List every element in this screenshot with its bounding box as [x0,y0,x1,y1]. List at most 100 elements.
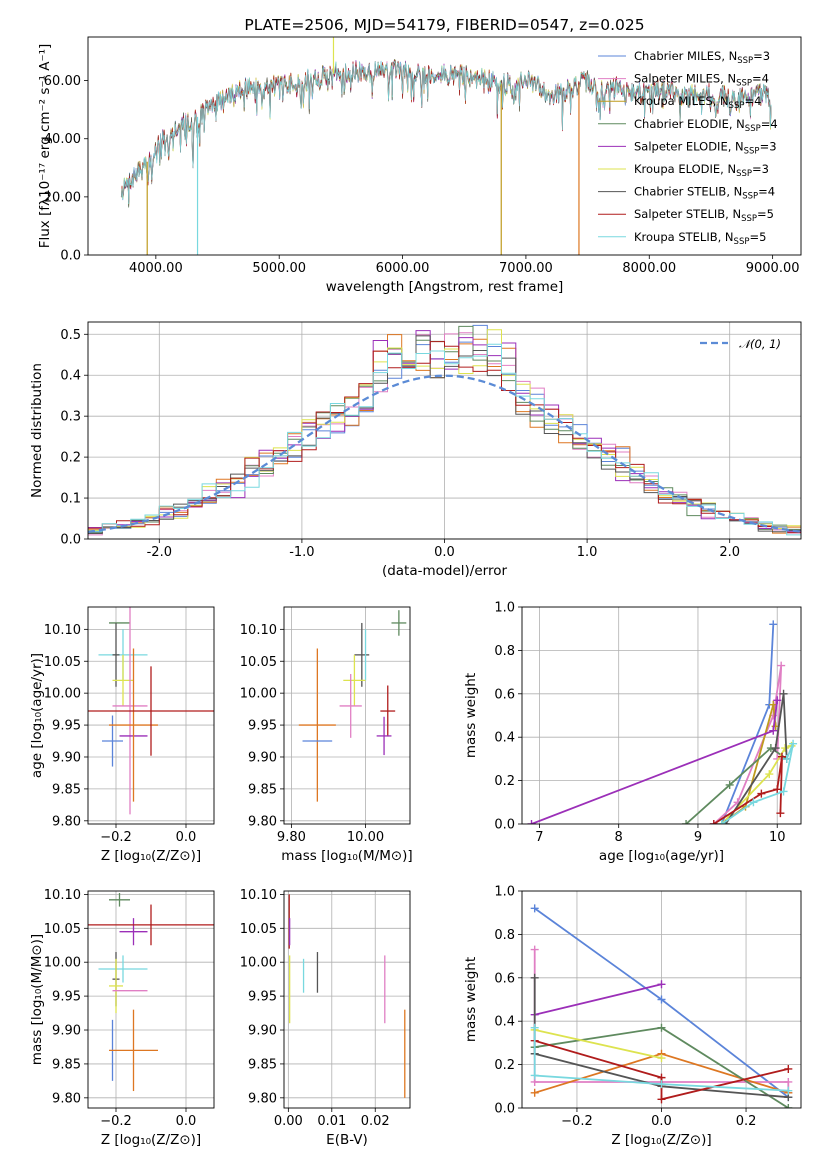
x-tick-label: 0.2 [736,1114,757,1129]
weight-line-chabrier-stelib [724,693,788,824]
weight-marker [657,995,666,1004]
x-tick-label: 0.01 [317,1114,346,1129]
weight-marker [527,820,536,824]
legend-text: Salpeter STELIB, N [634,207,741,221]
y-tick-label: 9.90 [248,1024,277,1039]
x-tick-label: 10 [769,830,786,845]
x-axis-label: Z [log₁₀(Z/Z⊙)] [611,1132,711,1148]
plot-area-weight-vs-z [522,891,801,1108]
legend-subscript: SSP [737,56,753,66]
histogram-kroupa-stelib [88,343,801,536]
weight-marker [777,752,786,761]
x-tick-label: 9000.00 [746,261,800,276]
y-tick-label: 9.80 [248,1091,277,1106]
y-axis-label: mass weight [463,673,479,758]
legend-label: 𝒩(0, 1) [739,337,781,351]
plot-area-mass-vs-z [88,891,214,1108]
x-tick-label: 7000.00 [499,261,553,276]
y-tick-label: 9.95 [248,719,277,734]
x-tick-label: −0.2 [100,1114,132,1129]
y-tick-label: 60.00 [44,74,81,89]
weight-marker [771,744,780,753]
legend-label: Salpeter STELIB, NSSP=5 [634,207,774,224]
y-tick-label: 9.85 [248,1057,277,1072]
y-tick-label: 0.2 [494,1058,515,1073]
weight-marker [776,809,785,818]
y-tick-label: 0.3 [60,410,81,425]
x-tick-label: 8 [615,830,623,845]
panel-weight-vs-z: −0.2 0.0 0.2 0.0 0.2 0.4 0.6 0.8 1.0 Z [log₁₀(Z/Z… [463,885,802,1148]
panel-weight-vs-age: 7 8 9 10 0.0 0.2 0.4 0.6 0.8 1.0 age [log₁₀(age/yr… [463,601,802,864]
x-tick-label: 1.0 [577,545,598,560]
y-tick-label: 9.80 [52,814,81,829]
weight-marker [530,1088,539,1097]
x-axis-label: Z [log₁₀(Z/Z⊙)] [101,848,201,864]
y-tick-label: 9.85 [52,1057,81,1072]
weight-marker [530,904,539,913]
y-tick-label: 0.4 [494,1015,515,1030]
weight-marker [709,820,718,824]
y-tick-label: 0.4 [60,369,81,384]
y-tick-label: 0.5 [60,328,81,343]
axes-frame [87,606,215,825]
plot-area-age-vs-mass [284,607,410,824]
weight-marker [777,661,786,670]
legend-label: Chabrier ELODIE, NSSP=4 [634,117,778,134]
panel-mass-vs-ebv: 0.00 0.01 0.02 9.80 9.85 9.90 9.95 10.00 10.05 10… [240,888,411,1148]
y-tick-label: 9.95 [52,719,81,734]
weight-marker [781,744,790,753]
y-tick-label: 10.10 [44,623,81,638]
legend-text: Chabrier MILES, N [634,49,737,63]
legend-label: Chabrier MILES, NSSP=3 [634,49,770,66]
weight-marker [530,945,539,954]
weight-marker [725,780,734,789]
axes-frame [87,321,802,540]
legend-subscript: SSP [734,237,750,247]
y-tick-label: 9.90 [248,750,277,765]
y-tick-label: 0.8 [494,644,515,659]
plot-area-age-vs-z [88,607,214,824]
x-tick-label: 10.00 [347,830,384,845]
x-tick-label: 9.80 [277,830,306,845]
weight-marker [530,973,539,982]
y-tick-label: 0.6 [494,971,515,986]
weight-marker [773,696,782,705]
axes-frame [87,36,802,256]
y-tick-label: 0.2 [60,451,81,466]
weight-marker [657,1023,666,1032]
y-axis-label: Normed distribution [29,363,45,498]
x-tick-label: 6000.00 [376,261,430,276]
weight-line-chabrier-miles [720,624,775,824]
y-axis-label: age [log₁₀(age/yr)] [29,653,45,778]
legend-label: Kroupa STELIB, NSSP=5 [634,230,766,247]
legend-text: Chabrier STELIB, N [634,185,742,199]
legend-subscript: SSP [745,124,761,134]
legend-label: Chabrier STELIB, NSSP=4 [634,185,775,202]
weight-marker [530,1023,539,1032]
legend-label: Salpeter ELODIE, NSSP=3 [634,139,777,156]
y-tick-label: 0.6 [494,687,515,702]
y-tick-label: 10.00 [240,687,277,702]
legend-text: Chabrier ELODIE, N [634,117,745,131]
x-axis-label: wavelength [Angstrom, rest frame] [326,279,564,295]
y-tick-label: 9.85 [52,782,81,797]
legend-text: Salpeter ELODIE, N [634,139,744,153]
gaussian-reference-line [88,374,801,533]
axes-frame [87,890,215,1109]
x-axis-label: mass [log₁₀(M/M⊙)] [281,848,412,864]
y-tick-label: 9.90 [52,750,81,765]
y-tick-label: 10.00 [44,687,81,702]
legend-suffix: =4 [761,117,778,131]
weight-marker [779,787,788,796]
x-tick-label: 0.02 [361,1114,390,1129]
x-tick-label: 0.0 [176,1114,197,1129]
axes-frame [521,606,802,825]
x-tick-label: 4000.00 [129,261,183,276]
legend-subscript: SSP [742,192,758,202]
legend-text: Kroupa ELODIE, N [634,162,736,176]
y-tick-label: 0.8 [494,928,515,943]
legend-label: Kroupa MILES, NSSP=4 [634,94,761,111]
weight-marker [657,980,666,989]
